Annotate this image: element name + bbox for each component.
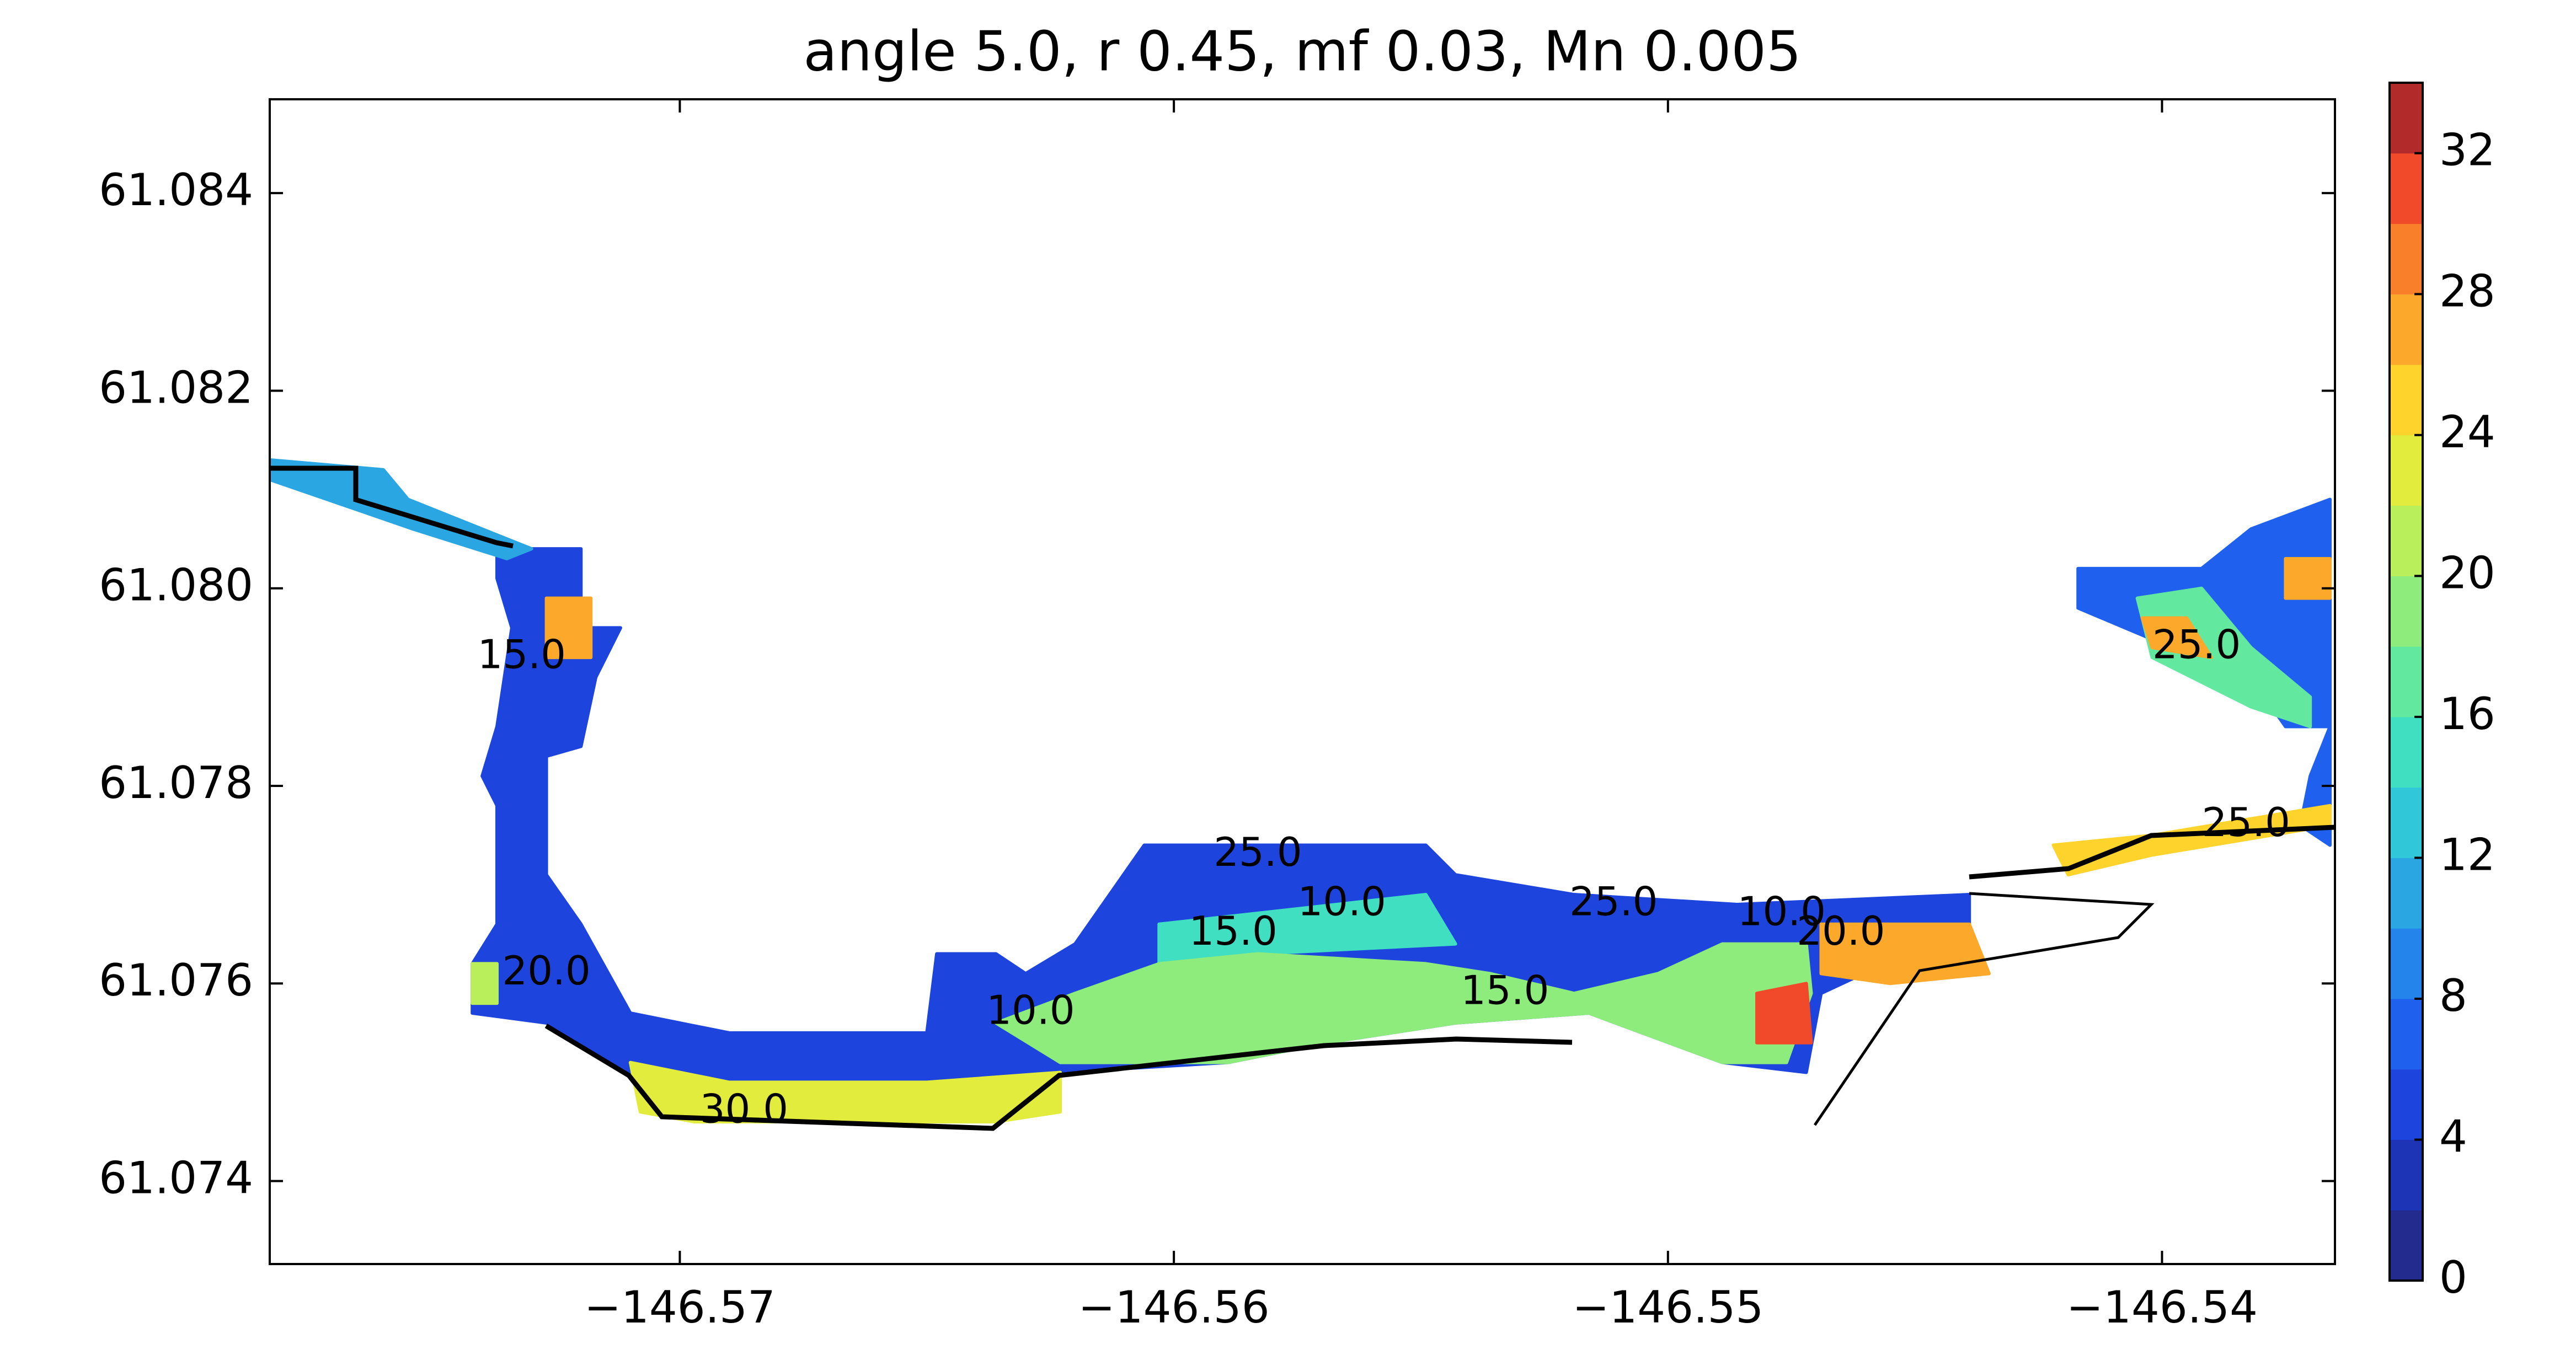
colorbar-band [2389,293,2423,365]
contour-label: 25.0 [2152,622,2241,668]
colorbar-tick-label: 20 [2439,547,2495,598]
colorbar-band [2389,223,2423,295]
colorbar-band [2389,505,2423,576]
y-tick-label: 61.082 [99,362,253,413]
contour-label: 15.0 [478,631,566,678]
contour-labels: 30.010.0 15.015.010.0 25.0 10.020.025.025.0… [478,622,2290,1132]
contour-label: 25.0 [2202,799,2290,845]
x-tick-label: −146.57 [584,1282,776,1333]
axes: −146.57 −146.56 −146.55 −146.54 61.074 61.076… [99,99,2335,1333]
contour-region [2284,556,2332,600]
colorbar-band [2389,857,2423,929]
chart-title: angle 5.0, r 0.45, mf 0.03, Mn 0.005 [803,19,1801,83]
colorbar-band [2389,1139,2423,1211]
coastline [270,465,2335,1131]
contour-label: 10.0 [1738,888,1826,934]
contour-label: 10.0 [1297,878,1386,924]
colorbar-tick-label: 12 [2439,829,2495,880]
x-tick-label: −146.56 [1078,1282,1270,1333]
y-tick-label: 61.074 [99,1152,253,1203]
colorbar-tick-label: 8 [2439,970,2467,1021]
contour-region [1819,922,1991,986]
contour-label: 30.0 [700,1086,788,1132]
plot-frame [269,98,2336,1265]
colorbar-band [2389,1209,2423,1281]
coast-line [1813,892,2155,1126]
colorbar-band [2389,787,2423,858]
colorbar-band [2389,435,2423,506]
contour-label: 20.0 [502,947,590,994]
x-tick-label: −146.54 [2066,1282,2258,1333]
colorbar-tick-label: 28 [2439,265,2495,317]
colorbar-band [2389,646,2423,718]
contour-label: 20.0 [1797,908,1885,954]
colorbar-tick-label: 32 [2439,125,2495,176]
coast-line [544,1024,1573,1131]
coast-line [270,465,514,549]
y-tick-label: 61.084 [99,164,253,216]
colorbar-band [2389,998,2423,1070]
y-tick-label: 61.080 [99,560,253,611]
colorbar-band [2389,82,2423,154]
contour-region [1755,982,1813,1045]
colorbar-band [2389,364,2423,436]
contour-region [471,962,499,1005]
contour-label: 15.0 [1461,967,1549,1014]
colorbar-frame [2388,82,2424,1282]
colorbar-tick-label: 0 [2439,1252,2467,1303]
contour-label: 25.0 [1214,829,1302,875]
contour-region [994,942,1813,1064]
colorbar-band [2389,575,2423,647]
colorbar-band [2389,928,2423,999]
plot-area [270,458,2332,1124]
y-tick-label: 61.076 [99,955,253,1006]
colorbar-band [2389,153,2423,224]
x-tick-label: −146.55 [1572,1282,1763,1333]
contour-label: 15.0 [1189,908,1277,954]
colorbar-tick-label: 24 [2439,406,2495,458]
y-tick-label: 61.078 [99,757,253,808]
contour-label: 10.0 [986,987,1075,1034]
colorbar-band [2389,1069,2423,1140]
contour-region [1157,893,1457,966]
contour-region [544,596,593,660]
contour-region [2140,616,2214,660]
colorbar-tick-label: 16 [2439,688,2495,740]
colorbar: 0 4 8 12 16 20 24 28 32 [2388,82,2495,1303]
coast-line [1969,824,2335,880]
colorbar-tick-label: 4 [2439,1111,2467,1162]
colorbar-band [2389,716,2423,788]
contour-label: 25.0 [1569,878,1658,924]
